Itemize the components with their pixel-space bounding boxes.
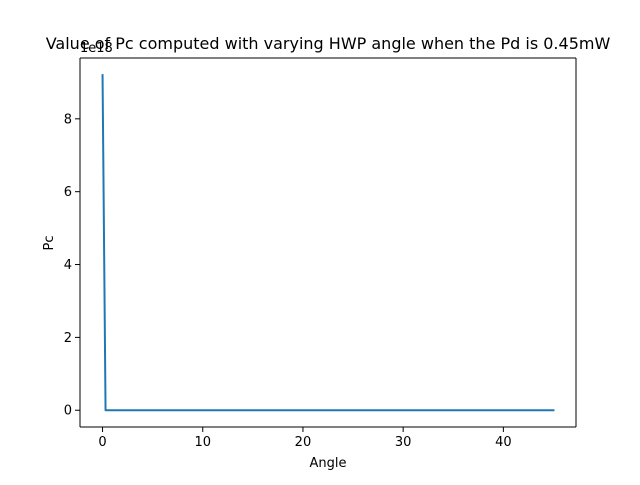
y-tick-label: 0 bbox=[64, 404, 72, 419]
x-tick-label: 0 bbox=[98, 435, 106, 450]
chart-title: Value of Pc computed with varying HWP an… bbox=[46, 34, 611, 53]
x-tick-label: 40 bbox=[495, 435, 512, 450]
y-tick-label: 2 bbox=[64, 331, 72, 346]
y-axis-offset-text: 1e18 bbox=[80, 41, 113, 56]
y-tick-label: 8 bbox=[64, 112, 72, 127]
x-axis-label: Angle bbox=[310, 456, 347, 471]
series-line-0 bbox=[101, 74, 555, 412]
x-tick-label: 20 bbox=[295, 435, 312, 450]
x-tick-label: 10 bbox=[194, 435, 211, 450]
x-tick-label: 30 bbox=[395, 435, 412, 450]
y-tick-label: 4 bbox=[64, 258, 72, 273]
y-tick-label: 6 bbox=[64, 185, 72, 200]
plot-area: 0 10 20 30 40 0 2 4 6 8 bbox=[64, 57, 577, 450]
y-axis-label: Pc bbox=[42, 236, 57, 251]
